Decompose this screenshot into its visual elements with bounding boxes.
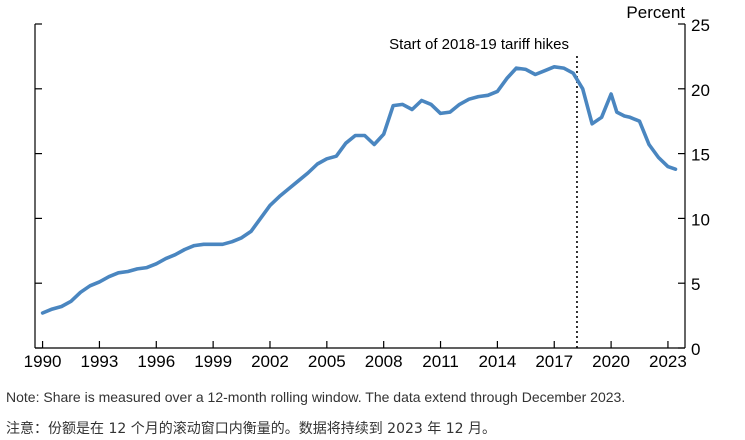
x-tick-label: 2011: [422, 352, 459, 371]
x-tick-label: 1999: [194, 352, 232, 371]
x-tick-label: 2017: [535, 352, 573, 371]
x-tick-label: 1993: [81, 352, 119, 371]
note-english: Note: Share is measured over a 12-month …: [6, 389, 626, 405]
note-chinese: 注意：份额是在 12 个月的滚动窗口内衡量的。数据将持续到 2023 年 12 …: [6, 421, 496, 437]
x-tick-label: 2005: [308, 352, 346, 371]
tariff-hike-label: Start of 2018-19 tariff hikes: [389, 36, 569, 53]
y-tick-label: 20: [691, 81, 710, 100]
x-tick-label: 2023: [649, 352, 687, 371]
x-axis-ticks: 1990 1993 1996 1999 2002 2005 2008 2011 2014 2017…: [24, 341, 687, 371]
y-tick-label: 25: [691, 16, 710, 35]
x-tick-label: 2014: [478, 352, 516, 371]
y-tick-label: 0: [691, 340, 700, 359]
x-tick-label: 2020: [592, 352, 630, 371]
y-tick-label: 5: [691, 275, 700, 294]
y-axis-unit-label: Percent: [626, 3, 685, 22]
y-axis-ticks: 0 5 10 15 20 25: [35, 16, 710, 359]
y-tick-label: 10: [691, 210, 710, 229]
x-tick-label: 1990: [24, 352, 62, 371]
x-tick-label: 2008: [365, 352, 403, 371]
axes: [34, 24, 686, 349]
x-tick-label: 2002: [251, 352, 289, 371]
y-tick-label: 15: [691, 146, 710, 165]
series-line: [40, 65, 678, 315]
line-chart: 1990 1993 1996 1999 2002 2005 2008 2011 2014 2017…: [24, 3, 710, 371]
x-tick-label: 1996: [137, 352, 175, 371]
